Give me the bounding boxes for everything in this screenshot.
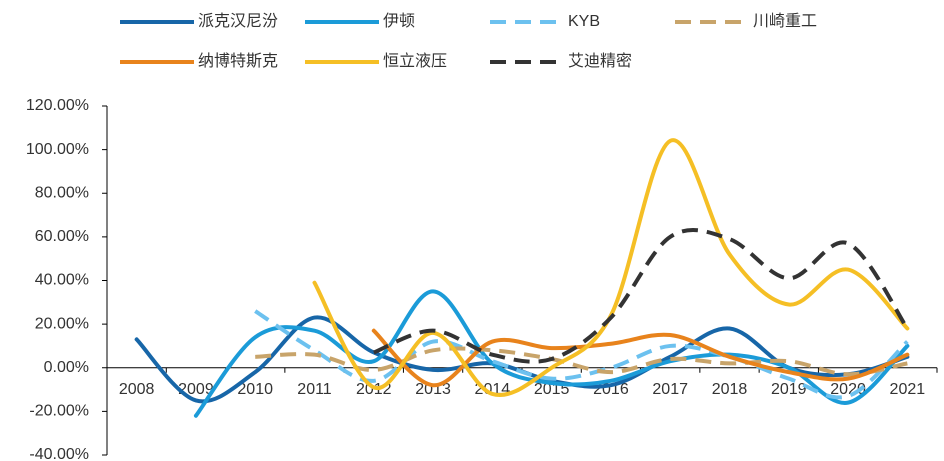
y-tick-label: 80.00% (35, 184, 89, 201)
y-tick-label: -40.00% (29, 446, 89, 461)
x-tick-label: 2011 (297, 381, 332, 398)
legend-label: 艾迪精密 (568, 52, 632, 70)
x-tick-label: 2018 (712, 381, 748, 398)
y-tick-label: -20.00% (29, 403, 89, 420)
y-tick-label: 100.00% (26, 141, 89, 158)
x-tick-label: 2008 (119, 381, 155, 398)
legend-label: 派克汉尼汾 (198, 12, 278, 30)
legend-label: 纳博特斯克 (198, 52, 278, 70)
y-tick-label: 60.00% (35, 228, 89, 245)
x-tick-label: 2021 (890, 381, 926, 398)
y-tick-label: 0.00% (44, 359, 89, 376)
y-tick-label: 40.00% (35, 272, 89, 289)
x-tick-label: 2010 (237, 381, 273, 398)
series-line (312, 138, 910, 397)
series-line (373, 228, 910, 364)
y-tick-label: 20.00% (35, 315, 89, 332)
legend-label: 伊顿 (383, 12, 415, 30)
x-tick-label: 2017 (652, 381, 688, 398)
series-line (371, 328, 910, 388)
series-line (255, 346, 908, 377)
legend-label: KYB (568, 13, 600, 30)
legend-label: 川崎重工 (753, 12, 817, 30)
x-tick-label: 2019 (771, 381, 807, 398)
y-tick-label: 120.00% (26, 97, 89, 114)
legend-label: 恒立液压 (383, 52, 447, 70)
